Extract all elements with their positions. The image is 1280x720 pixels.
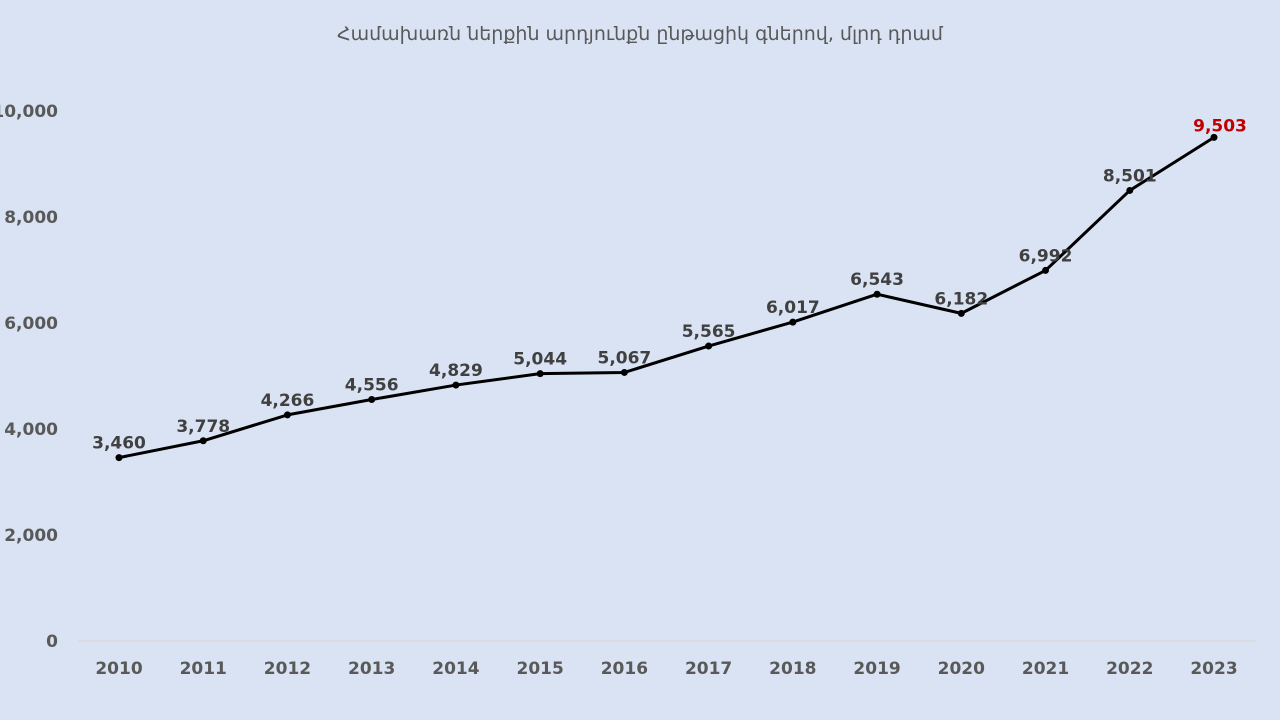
data-label: 4,829	[429, 361, 483, 381]
data-point	[115, 454, 123, 462]
data-point	[705, 342, 713, 350]
x-tick-label: 2018	[769, 659, 816, 679]
x-tick-label: 2020	[938, 659, 985, 679]
data-points	[115, 133, 1218, 462]
series-line	[118, 136, 1215, 460]
data-point	[1042, 266, 1050, 274]
data-label: 8,501	[1103, 166, 1157, 186]
data-labels: 3,460 3,778 4,266 4,556 4,829 5,044 5,067 5,565…	[92, 116, 1247, 453]
data-label: 5,067	[597, 348, 651, 368]
x-tick-label: 2015	[516, 659, 563, 679]
x-tick-label: 2019	[853, 659, 900, 679]
data-label: 6,017	[766, 298, 820, 318]
y-tick-label: 4,000	[4, 420, 58, 440]
data-label: 5,565	[682, 322, 736, 342]
data-point	[873, 290, 881, 298]
x-tick-label: 2012	[264, 659, 311, 679]
x-tick-label: 2014	[432, 659, 479, 679]
y-tick-label: 8,000	[4, 208, 58, 228]
data-label: 4,266	[261, 391, 315, 411]
data-label: 6,543	[850, 270, 904, 290]
y-axis: 0 2,000 4,000 6,000 8,000 10,000	[0, 102, 58, 652]
data-point	[199, 437, 207, 445]
x-tick-label: 2022	[1106, 659, 1153, 679]
data-label: 5,044	[513, 350, 567, 370]
x-tick-label: 2011	[180, 659, 227, 679]
data-point	[620, 368, 628, 376]
data-point	[957, 309, 965, 317]
data-point	[452, 381, 460, 389]
chart-title: Համախառն ներքին արդյունքն ընթացիկ գներով…	[337, 23, 944, 45]
data-label: 3,778	[176, 417, 230, 437]
x-tick-label: 2021	[1022, 659, 1069, 679]
x-tick-label: 2016	[601, 659, 648, 679]
data-point	[789, 318, 797, 326]
y-tick-label: 2,000	[4, 526, 58, 546]
y-tick-label: 0	[46, 632, 58, 652]
data-point	[1126, 186, 1134, 194]
data-label: 9,503	[1193, 116, 1247, 136]
y-tick-label: 10,000	[0, 102, 58, 122]
data-point	[368, 396, 376, 404]
data-label: 3,460	[92, 434, 146, 454]
data-point	[1210, 133, 1218, 141]
x-tick-label: 2013	[348, 659, 395, 679]
data-point	[536, 370, 544, 378]
x-tick-label: 2023	[1190, 659, 1237, 679]
data-point	[283, 411, 291, 419]
x-tick-label: 2010	[95, 659, 142, 679]
x-axis: 2010 2011 2012 2013 2014 2015 2016 2017 2018 2019…	[95, 659, 1237, 679]
y-tick-label: 6,000	[4, 314, 58, 334]
data-label: 6,992	[1019, 246, 1073, 266]
data-label: 4,556	[345, 376, 399, 396]
data-label: 6,182	[934, 289, 988, 309]
x-tick-label: 2017	[685, 659, 732, 679]
